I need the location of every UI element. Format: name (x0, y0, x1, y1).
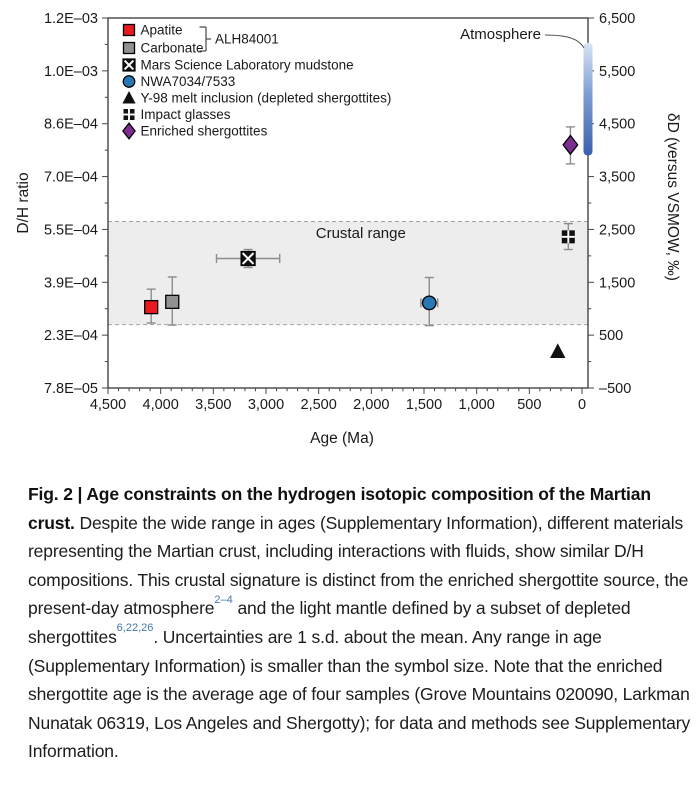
data-point-7 (562, 126, 579, 165)
svg-text:2,500: 2,500 (599, 222, 635, 238)
crustal-range-band (108, 221, 588, 326)
svg-text:Y-98 melt inclusion (depleted: Y-98 melt inclusion (depleted shergottit… (141, 91, 392, 106)
svg-text:1,500: 1,500 (406, 397, 442, 413)
svg-text:Atmosphere: Atmosphere (460, 26, 541, 43)
atmosphere-annotation: Atmosphere (460, 26, 585, 49)
data-point-6 (561, 222, 575, 251)
caption-body-3: . Uncertainties are 1 s.d. about the mea… (28, 626, 691, 762)
svg-text:Age (Ma): Age (Ma) (310, 430, 374, 447)
svg-text:δD (versus VSMOW, ‰): δD (versus VSMOW, ‰) (664, 113, 681, 281)
svg-text:Carbonate: Carbonate (141, 41, 204, 56)
data-point-4 (420, 276, 439, 327)
data-point-1 (144, 288, 159, 324)
svg-text:–500: –500 (599, 381, 631, 397)
svg-text:Apatite: Apatite (141, 23, 183, 38)
svg-text:4,500: 4,500 (90, 397, 126, 413)
chart-area: Crustal range 4,500 4,000 3,500 3,000 2,500 2,… (15, 11, 681, 447)
svg-text:6,500: 6,500 (599, 11, 635, 27)
svg-text:D/H ratio: D/H ratio (15, 172, 32, 233)
figure-caption: Fig. 2 | Age constraints on the hydrogen… (28, 480, 692, 766)
svg-text:1.2E–03: 1.2E–03 (44, 11, 98, 27)
svg-text:3,500: 3,500 (195, 397, 231, 413)
svg-text:3,500: 3,500 (599, 170, 635, 186)
svg-text:Enriched shergottites: Enriched shergottites (141, 124, 268, 139)
x-axis: 4,500 4,000 3,500 3,000 2,500 2,000 1,500 1,000… (90, 388, 586, 447)
svg-text:Mars Science Laboratory mudsto: Mars Science Laboratory mudstone (141, 58, 354, 73)
figure-2: Crustal range 4,500 4,000 3,500 3,000 2,500 2,… (15, 11, 692, 766)
svg-text:4,000: 4,000 (143, 397, 179, 413)
svg-text:3,000: 3,000 (248, 397, 284, 413)
citation-link-6-22-26[interactable]: 6,22,26 (116, 622, 154, 635)
svg-text:Impact glasses: Impact glasses (141, 107, 231, 122)
svg-text:1.0E–03: 1.0E–03 (44, 64, 98, 80)
svg-text:2.3E–04: 2.3E–04 (44, 328, 98, 344)
svg-text:1,500: 1,500 (599, 275, 635, 291)
data-point-3 (215, 248, 281, 269)
svg-text:5,500: 5,500 (599, 64, 635, 80)
svg-text:4,500: 4,500 (599, 117, 635, 133)
data-point-5 (550, 343, 566, 358)
svg-text:2,000: 2,000 (353, 397, 389, 413)
svg-text:2,500: 2,500 (301, 397, 337, 413)
svg-text:3.9E–04: 3.9E–04 (44, 275, 98, 291)
data-point-2 (165, 276, 180, 326)
data-points (144, 126, 579, 358)
scatter-chart: Crustal range 4,500 4,000 3,500 3,000 2,500 2,… (15, 11, 681, 447)
svg-text:500: 500 (517, 397, 541, 413)
atmosphere-bar (583, 42, 593, 156)
svg-text:5.5E–04: 5.5E–04 (44, 222, 98, 238)
chart-legend: Apatite Carbonate Mars Science Laboratory … (122, 23, 392, 140)
svg-text:ALH84001: ALH84001 (215, 32, 279, 47)
svg-text:7.8E–05: 7.8E–05 (44, 381, 98, 397)
caption-body-1: Despite the wide range in ages (Suppleme… (28, 512, 689, 619)
caption-title: Fig. 2 | Age constraints on the hydrogen… (28, 484, 651, 533)
legend-group-bracket (199, 26, 211, 52)
caption-body-2: and the light mantle defined by a subset… (28, 598, 631, 647)
y-axis-right: –500 500 1,500 2,500 3,500 4,500 5,500 6,500 δD … (588, 11, 681, 397)
svg-text:1,000: 1,000 (459, 397, 495, 413)
y-axis-left: 7.8E–05 2.3E–04 3.9E–04 5.5E–04 7.0E–04 8.6E–… (15, 11, 108, 397)
citation-link-2-4[interactable]: 2–4 (214, 593, 233, 606)
crustal-range-label: Crustal range (316, 225, 406, 242)
svg-text:7.0E–04: 7.0E–04 (44, 170, 98, 186)
svg-text:500: 500 (599, 328, 623, 344)
svg-text:NWA7034/7533: NWA7034/7533 (141, 74, 236, 89)
svg-text:0: 0 (578, 397, 586, 413)
svg-text:8.6E–04: 8.6E–04 (44, 117, 98, 133)
svg-text:Crustal range: Crustal range (316, 225, 406, 242)
